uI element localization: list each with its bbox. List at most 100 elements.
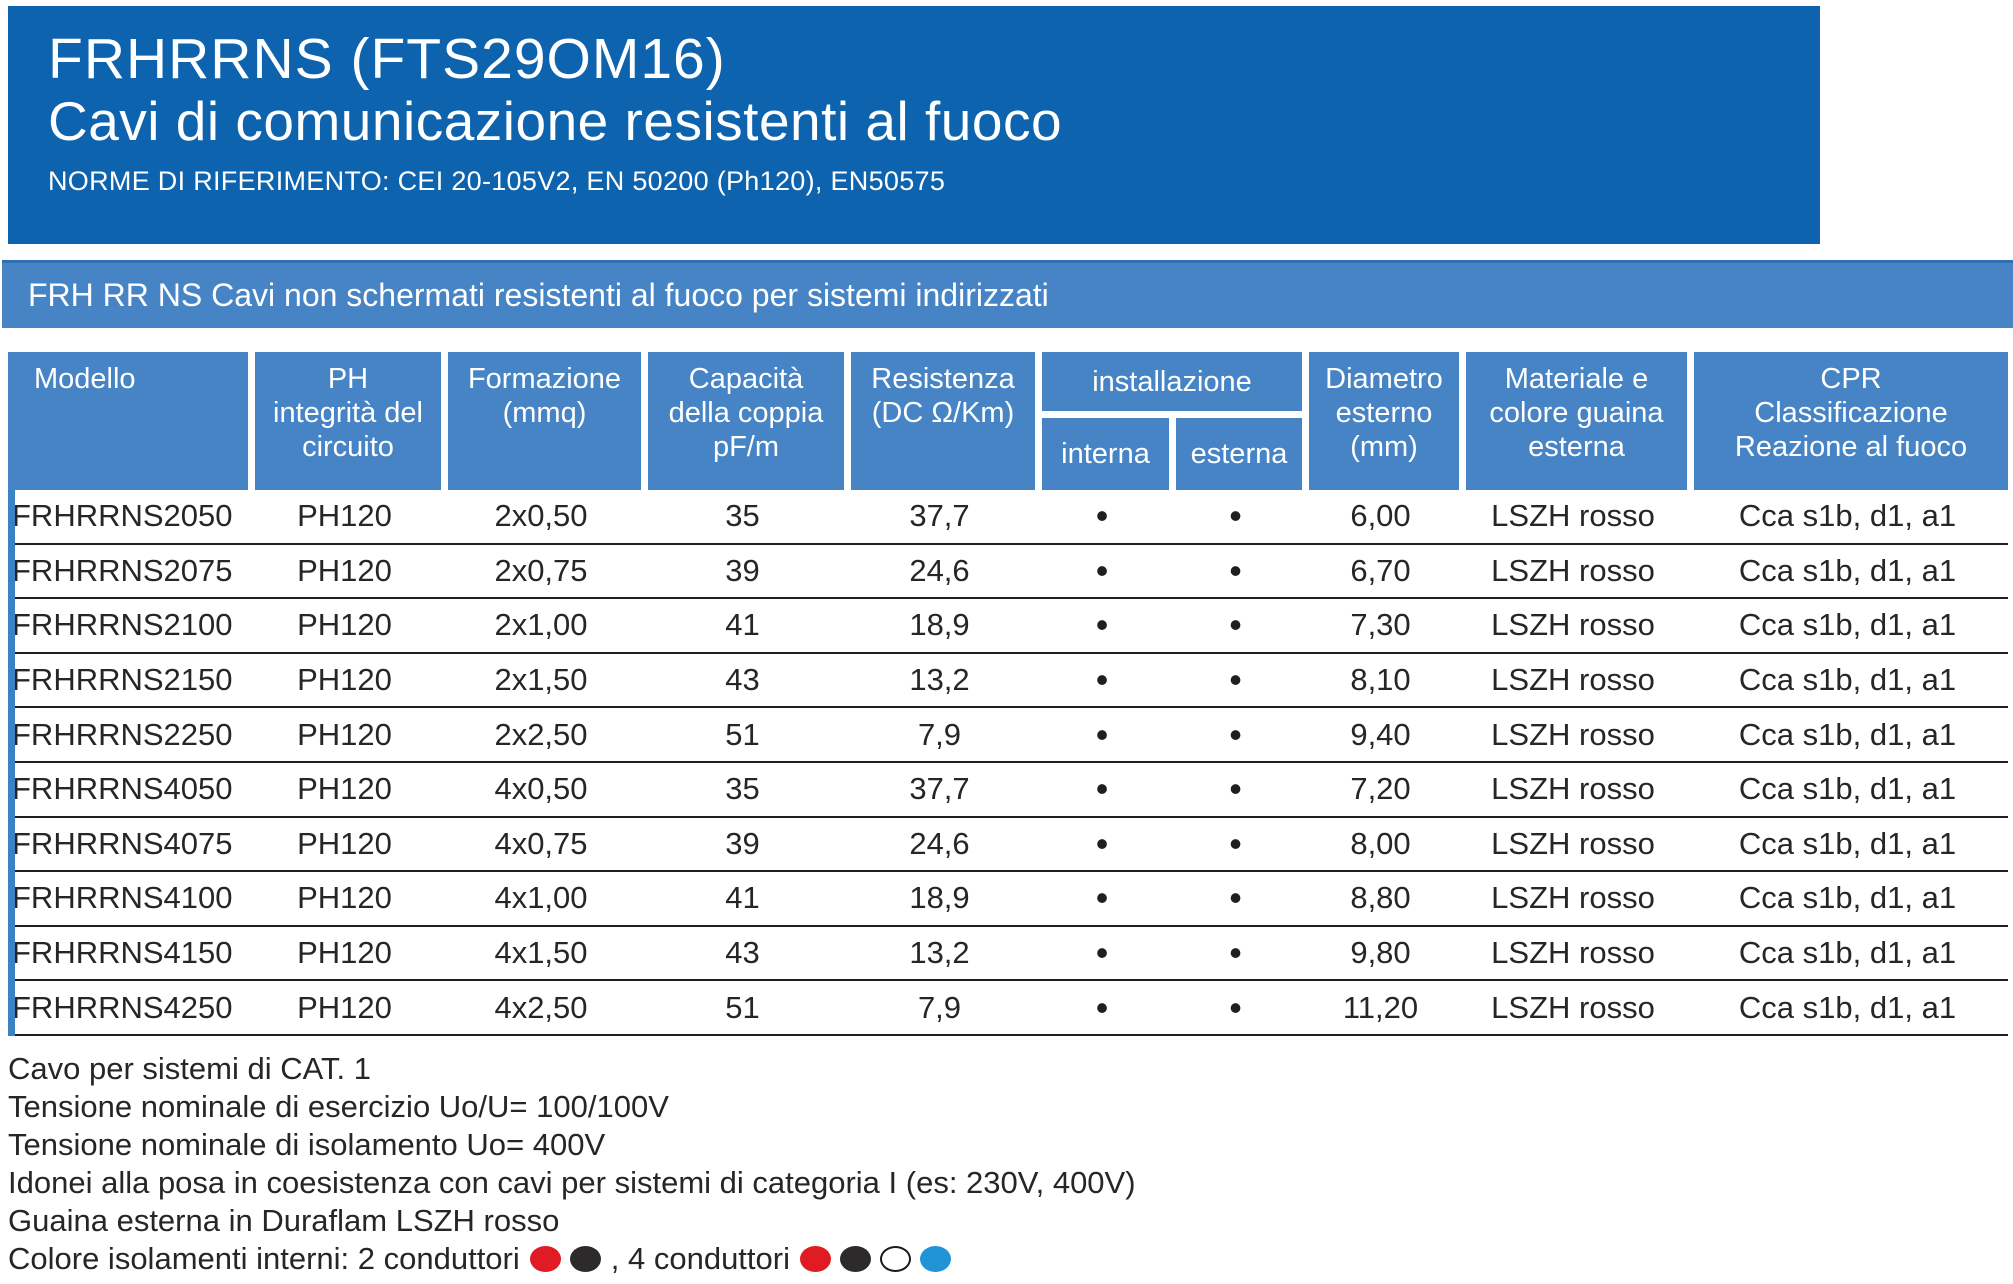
cell-cpr: Cca s1b, d1, a1: [1738, 989, 1957, 1025]
table-row: FRHRRNS2250 PH120 2x2,50 51 7,9 • • 9,40…: [8, 708, 2008, 763]
cell-ph: PH120: [297, 716, 392, 752]
cell-esterna-bullet: •: [1229, 495, 1242, 537]
header-cell-ph: PH integrità del circuito: [248, 352, 441, 490]
cell-interna-bullet: •: [1095, 877, 1109, 919]
note-line: Cavo per sistemi di CAT. 1: [8, 1051, 371, 1086]
cell-ph: PH120: [297, 935, 392, 971]
cell-capacita: 39: [725, 825, 760, 861]
table-row: FRHRRNS2150 PH120 2x1,50 43 13,2 • • 8,1…: [8, 654, 2008, 709]
table-row: FRHRRNS4075 PH120 4x0,75 39 24,6 • • 8,0…: [8, 818, 2008, 873]
header-cell-cpr: CPR Classificazione Reazione al fuoco: [1687, 352, 2008, 490]
header-cell-interna: interna: [1035, 418, 1169, 490]
cell-ph: PH120: [297, 825, 392, 861]
cell-diametro: 8,00: [1350, 825, 1411, 861]
red-dot-icon: [799, 1246, 831, 1272]
conductor-colors-prefix: Colore isolamenti interni: 2 conduttori: [8, 1241, 520, 1276]
cell-formazione: 4x0,75: [494, 825, 588, 861]
cell-capacita: 39: [725, 552, 760, 588]
header-cell-resistenza: Resistenza (DC Ω/Km): [844, 352, 1035, 490]
cell-esterna-bullet: •: [1229, 877, 1242, 919]
column-separator: [8, 490, 15, 1036]
cell-ph: PH120: [297, 662, 392, 698]
red-dot-icon: [529, 1246, 561, 1272]
two-conductor-dots: [529, 1246, 601, 1272]
table-row: FRHRRNS2050 PH120 2x0,50 35 37,7 • • 6,0…: [8, 490, 2008, 545]
cell-resistenza: 13,2: [909, 662, 970, 698]
cell-formazione: 2x1,50: [494, 662, 588, 698]
cell-capacita: 43: [725, 662, 760, 698]
conductor-colors-line: Colore isolamenti interni: 2 conduttori …: [8, 1240, 1136, 1278]
cell-diametro: 6,00: [1350, 498, 1411, 534]
header-cell-diametro: Diametro esterno (mm): [1302, 352, 1459, 490]
banner-text: FRH RR NS Cavi non schermati resistenti …: [28, 277, 1049, 313]
table-row: FRHRRNS4050 PH120 4x0,50 35 37,7 • • 7,2…: [8, 763, 2008, 818]
cell-resistenza: 18,9: [909, 880, 970, 916]
note-line: Idonei alla posa in coesistenza con cavi…: [8, 1165, 1136, 1200]
cell-interna-bullet: •: [1095, 659, 1109, 701]
cell-diametro: 11,20: [1342, 989, 1419, 1025]
black-dot-icon: [839, 1246, 871, 1272]
cell-esterna-bullet: •: [1229, 713, 1242, 755]
cell-ph: PH120: [297, 989, 392, 1025]
cell-esterna-bullet: •: [1229, 822, 1242, 864]
cell-formazione: 4x2,50: [494, 989, 588, 1025]
header-cell-capacita: Capacità della coppia pF/m: [641, 352, 844, 490]
cell-capacita: 35: [725, 498, 760, 534]
cell-formazione: 4x1,50: [494, 935, 588, 971]
cell-capacita: 51: [725, 989, 760, 1025]
cell-esterna-bullet: •: [1229, 549, 1242, 591]
four-conductor-dots: [799, 1246, 951, 1272]
table-body: FRHRRNS2050 PH120 2x0,50 35 37,7 • • 6,0…: [8, 490, 2008, 1036]
cell-resistenza: 7,9: [917, 716, 962, 752]
cell-capacita: 41: [725, 880, 760, 916]
header-cell-formazione: Formazione (mmq): [441, 352, 641, 490]
cell-interna-bullet: •: [1095, 932, 1109, 974]
cell-cpr: Cca s1b, d1, a1: [1738, 825, 1957, 861]
reference-norms: NORME DI RIFERIMENTO: CEI 20-105V2, EN 5…: [48, 166, 946, 196]
cell-ph: PH120: [297, 607, 392, 643]
cell-resistenza: 24,6: [909, 825, 970, 861]
product-banner: FRH RR NS Cavi non schermati resistenti …: [2, 260, 2013, 328]
cell-capacita: 51: [725, 716, 760, 752]
cell-materiale: LSZH rosso: [1491, 935, 1655, 971]
cell-capacita: 41: [725, 607, 760, 643]
cell-resistenza: 37,7: [909, 498, 970, 534]
cell-interna-bullet: •: [1095, 713, 1109, 755]
notes-block: Cavo per sistemi di CAT. 1 Tensione nomi…: [8, 1050, 1136, 1278]
cell-materiale: LSZH rosso: [1491, 825, 1655, 861]
cell-diametro: 8,80: [1350, 880, 1411, 916]
cell-resistenza: 18,9: [909, 607, 970, 643]
cell-cpr: Cca s1b, d1, a1: [1738, 552, 1957, 588]
cell-materiale: LSZH rosso: [1491, 771, 1655, 807]
cell-modello: FRHRRNS4050: [12, 771, 233, 807]
cell-materiale: LSZH rosso: [1491, 880, 1655, 916]
header-cell-modello: Modello: [8, 352, 248, 490]
cell-modello: FRHRRNS2075: [12, 552, 233, 588]
cell-resistenza: 37,7: [909, 771, 970, 807]
cell-resistenza: 13,2: [909, 935, 970, 971]
note-line: Guaina esterna in Duraflam LSZH rosso: [8, 1203, 560, 1238]
header-cell-esterna: esterna: [1169, 418, 1302, 490]
note-line: Tensione nominale di isolamento Uo= 400V: [8, 1127, 606, 1162]
cell-modello: FRHRRNS2050: [12, 498, 233, 534]
table-row: FRHRRNS4250 PH120 4x2,50 51 7,9 • • 11,2…: [8, 981, 2008, 1036]
cell-interna-bullet: •: [1095, 822, 1109, 864]
cell-diametro: 7,30: [1350, 607, 1411, 643]
cell-cpr: Cca s1b, d1, a1: [1738, 771, 1957, 807]
cell-esterna-bullet: •: [1229, 986, 1242, 1028]
header-box: FRHRRNS (FTS29OM16) Cavi di comunicazion…: [8, 6, 1820, 244]
black-dot-icon: [569, 1246, 601, 1272]
conductor-colors-separator: , 4 conduttori: [610, 1241, 790, 1276]
page-subtitle: Cavi di comunicazione resistenti al fuoc…: [48, 90, 1063, 152]
cell-esterna-bullet: •: [1229, 604, 1242, 646]
cell-diametro: 9,40: [1350, 716, 1411, 752]
cell-formazione: 4x0,50: [494, 771, 588, 807]
cell-capacita: 43: [725, 935, 760, 971]
header-cell-materiale: Materiale e colore guaina esterna: [1459, 352, 1687, 490]
cell-modello: FRHRRNS4100: [12, 880, 233, 916]
cell-modello: FRHRRNS2100: [12, 607, 233, 643]
cell-diametro: 9,80: [1350, 935, 1411, 971]
cell-formazione: 2x0,75: [494, 552, 588, 588]
cell-esterna-bullet: •: [1229, 659, 1242, 701]
